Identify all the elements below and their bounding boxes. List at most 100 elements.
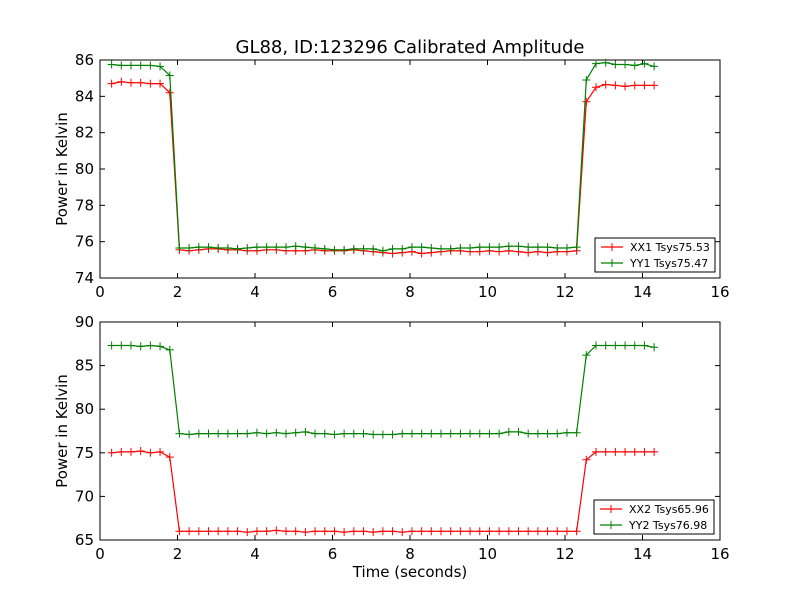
- data-point: [320, 244, 329, 253]
- data-point: [127, 447, 135, 456]
- data-point: [359, 244, 368, 253]
- data-point: [504, 242, 513, 251]
- data-point: [582, 351, 591, 360]
- data-point: [194, 429, 203, 438]
- x-axis-label: Time (seconds): [352, 563, 468, 581]
- data-point: [427, 244, 436, 253]
- data-point: [136, 342, 145, 351]
- data-point: [194, 527, 203, 536]
- y-tick-label: 78: [75, 196, 94, 214]
- legend-marker: [607, 521, 615, 529]
- x-tick-label: 4: [250, 283, 260, 301]
- data-point: [291, 527, 300, 536]
- data-point: [252, 527, 261, 536]
- data-point: [456, 244, 465, 253]
- data-point: [611, 60, 620, 69]
- data-point: [562, 527, 571, 536]
- legend: [593, 499, 715, 535]
- data-point: [504, 527, 513, 536]
- data-point: [437, 244, 445, 253]
- data-point: [475, 243, 484, 252]
- data-point: [243, 528, 252, 537]
- data-point: [446, 244, 455, 253]
- data-point: [650, 343, 659, 352]
- y-tick-label: 90: [75, 313, 94, 331]
- data-point: [640, 341, 649, 350]
- data-point: [340, 245, 349, 254]
- data-point: [553, 244, 562, 253]
- top-subplot: 0 2 4 6 8 10 12 14 16 74 76 78 80 82 84 86 Power in Kelv…: [53, 51, 730, 301]
- data-point: [107, 341, 116, 350]
- data-point: [301, 528, 310, 537]
- data-point: [359, 527, 368, 536]
- x-tick-label: 6: [328, 283, 338, 301]
- data-point: [592, 341, 600, 350]
- data-point: [543, 243, 552, 252]
- y-tick-label: 84: [75, 87, 94, 105]
- data-point: [136, 61, 145, 70]
- data-point: [504, 427, 513, 436]
- data-point: [378, 527, 387, 536]
- data-point: [621, 447, 630, 456]
- data-point: [543, 429, 552, 438]
- data-point: [601, 58, 610, 67]
- data-point: [562, 244, 571, 253]
- data-point: [185, 244, 194, 253]
- y-tick-label: 85: [75, 357, 94, 375]
- data-point: [311, 429, 320, 438]
- data-point: [233, 429, 242, 438]
- data-point: [252, 428, 261, 437]
- data-point: [272, 243, 281, 252]
- data-point: [262, 243, 271, 252]
- data-point: [582, 455, 591, 464]
- legend-label: XX1 Tsys75.53: [630, 241, 710, 254]
- data-point: [282, 429, 290, 438]
- data-point: [136, 78, 145, 87]
- y-tick-label: 75: [75, 444, 94, 462]
- y-tick-label: 70: [75, 487, 94, 505]
- data-point: [524, 243, 533, 252]
- data-point: [340, 429, 349, 438]
- x-tick-label: 10: [478, 283, 497, 301]
- x-tick-label: 10: [478, 545, 497, 563]
- data-point: [466, 429, 475, 438]
- data-point: [621, 82, 630, 91]
- data-point: [475, 429, 484, 438]
- data-point: [156, 62, 165, 71]
- data-point: [204, 243, 213, 252]
- data-point: [572, 428, 581, 437]
- data-point: [175, 527, 184, 536]
- data-point: [165, 71, 174, 80]
- data-point: [417, 429, 426, 438]
- data-point: [378, 430, 387, 439]
- data-point: [107, 60, 116, 69]
- data-point: [223, 527, 232, 536]
- bottom-subplot: 0 2 4 6 8 10 12 14 16 65 70 75 80 85 90 Power in Kelvin…: [53, 313, 730, 581]
- x-tick-label: 14: [633, 545, 652, 563]
- data-point: [630, 61, 639, 70]
- data-point: [650, 62, 659, 71]
- data-point: [146, 448, 155, 457]
- data-point: [349, 429, 358, 438]
- data-point: [553, 527, 562, 536]
- data-point: [407, 243, 416, 252]
- data-point: [485, 429, 494, 438]
- data-point: [562, 428, 571, 437]
- data-point: [514, 427, 523, 436]
- data-point: [175, 244, 184, 253]
- data-point: [272, 526, 281, 535]
- y-tick-label: 86: [75, 51, 94, 69]
- data-point: [214, 429, 223, 438]
- data-point: [543, 527, 552, 536]
- data-point: [107, 79, 116, 88]
- legend-marker: [607, 505, 615, 513]
- data-point: [495, 429, 504, 438]
- data-point: [156, 79, 165, 88]
- data-point: [601, 447, 610, 456]
- data-point: [407, 429, 416, 438]
- data-point: [582, 97, 591, 106]
- data-point: [117, 77, 126, 86]
- data-point: [127, 78, 135, 87]
- data-point: [495, 243, 504, 252]
- data-point: [485, 243, 494, 252]
